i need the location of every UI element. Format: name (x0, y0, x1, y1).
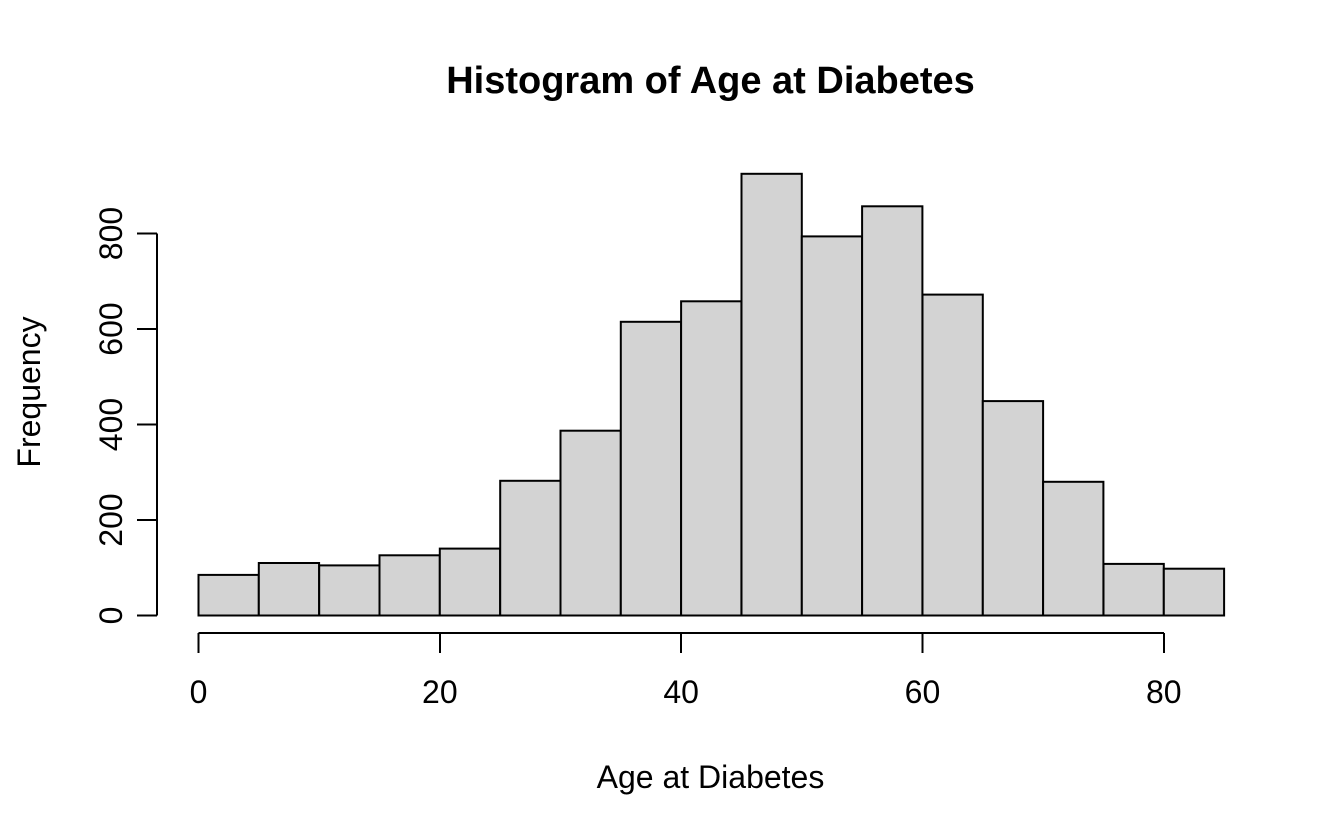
y-axis-title: Frequency (11, 316, 47, 467)
histogram-bar (197, 573, 260, 617)
y-axis: 0 200 400 600 800 (93, 207, 158, 625)
histogram-bar (619, 320, 683, 617)
histogram-bar (378, 554, 441, 617)
x-axis: 0 20 40 60 80 (190, 632, 1182, 710)
histogram-bar (1102, 562, 1165, 617)
histogram-bar (438, 547, 502, 617)
y-axis-tick-label: 0 (93, 607, 129, 625)
y-axis-tick-label: 800 (93, 207, 129, 260)
y-axis-tick-label: 400 (93, 398, 129, 451)
histogram-bar (1042, 480, 1105, 617)
y-axis-tick-label: 600 (93, 302, 129, 355)
x-axis-tick-label: 40 (663, 674, 699, 710)
x-axis-title: Age at Diabetes (597, 759, 825, 795)
histogram-bar (740, 172, 803, 617)
x-axis-tick-label: 20 (422, 674, 458, 710)
x-axis-tick-label: 60 (905, 674, 941, 710)
y-axis-tick-label: 200 (93, 493, 129, 546)
histogram-bar (318, 564, 381, 617)
histogram-bar (257, 562, 321, 617)
histogram-bar (800, 235, 864, 617)
histogram-bar (921, 293, 984, 617)
x-axis-tick-label: 0 (190, 674, 208, 710)
histogram-bar (499, 479, 562, 617)
histogram-bar (559, 429, 622, 617)
histogram-bar (680, 300, 743, 617)
histogram-bar (861, 205, 924, 617)
chart-title: Histogram of Age at Diabetes (446, 60, 975, 102)
histogram-bar (981, 400, 1045, 617)
x-axis-tick-label: 80 (1146, 674, 1182, 710)
bars-group (197, 172, 1226, 617)
histogram-bar (1162, 567, 1226, 617)
